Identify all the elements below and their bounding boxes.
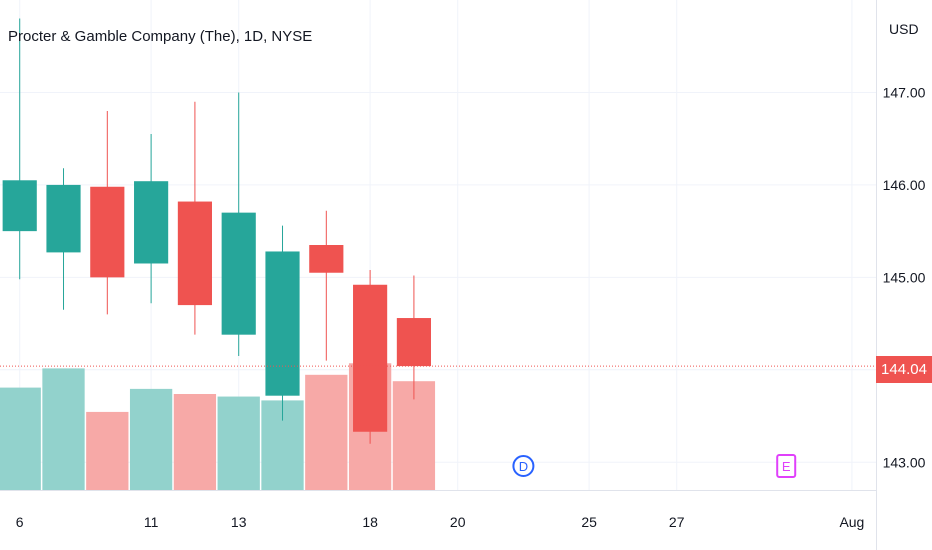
volume-bar <box>86 411 129 490</box>
candle-body <box>90 186 125 278</box>
candles <box>2 18 431 444</box>
volume-bar <box>305 374 348 490</box>
candle <box>353 269 388 444</box>
price-axis[interactable] <box>876 0 932 550</box>
candle <box>221 92 256 356</box>
time-tick-label: Aug <box>839 514 864 530</box>
volume-bar <box>217 396 260 490</box>
candle-body <box>46 184 81 253</box>
time-axis[interactable] <box>0 490 876 550</box>
dividend-marker: D <box>512 455 535 477</box>
candle-body <box>396 318 431 367</box>
candle <box>177 101 212 335</box>
volume-bars <box>0 363 436 490</box>
time-tick-label: 6 <box>16 514 24 530</box>
dividend-marker-circle <box>512 455 535 477</box>
candle-body <box>221 212 256 335</box>
price-tick-label: 145.00 <box>883 269 926 285</box>
candle-body <box>353 284 388 432</box>
candle <box>134 134 169 304</box>
time-tick-label: 25 <box>581 514 597 530</box>
candle <box>90 110 125 315</box>
candle <box>309 210 344 361</box>
candle-body <box>134 181 169 264</box>
marker-label: E <box>782 459 791 474</box>
marker-label: D <box>519 459 528 474</box>
volume-bar <box>129 388 173 490</box>
candle <box>46 168 81 310</box>
candle-body <box>265 251 300 396</box>
volume-bar <box>42 368 85 490</box>
price-tick-label: 143.00 <box>883 454 926 470</box>
candle-body <box>309 245 344 273</box>
earnings-marker-box <box>776 454 797 478</box>
currency-label[interactable]: USD <box>889 21 919 37</box>
last-price-badge: 144.04 <box>876 356 932 383</box>
candle <box>2 18 37 280</box>
time-tick-label: 20 <box>450 514 466 530</box>
candle <box>396 275 431 400</box>
volume-bar <box>0 387 41 490</box>
chart-title: Procter & Gamble Company (The), 1D, NYSE <box>8 28 313 45</box>
price-tick-label: 146.00 <box>883 177 926 193</box>
price-tick-label: 147.00 <box>883 84 926 100</box>
volume-bar <box>173 394 217 490</box>
candle-body <box>2 180 37 232</box>
time-tick-label: 13 <box>231 514 247 530</box>
candle <box>265 225 300 421</box>
time-tick-label: 27 <box>669 514 685 530</box>
candle-body <box>177 201 212 306</box>
time-tick-label: 11 <box>144 514 159 530</box>
time-tick-label: 18 <box>362 514 378 530</box>
time-axis-ticks: 6 11 13 18 20 25 27 Aug <box>16 514 865 530</box>
earnings-marker: E <box>776 454 797 478</box>
